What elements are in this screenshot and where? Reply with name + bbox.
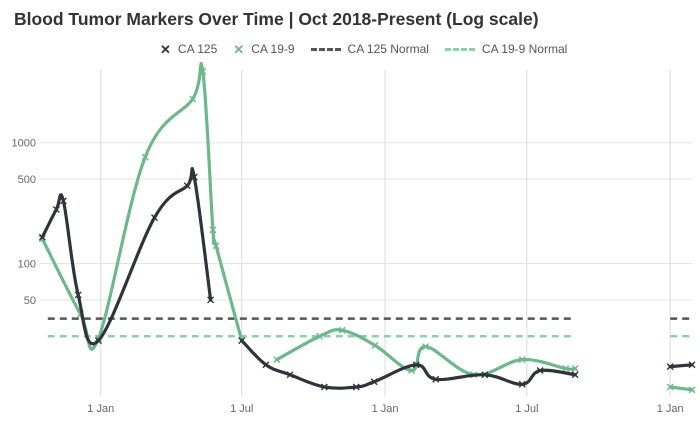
x-axis-ticks: 1 Jan 1 Jul 1 Jan 1 Jul 1 Jan: [87, 403, 683, 415]
x-tick-label: 1 Jan: [372, 403, 399, 415]
ca-125-point: [151, 214, 159, 222]
x-tick-label: 1 Jan: [657, 403, 684, 415]
ca-19-9-line: [275, 328, 577, 377]
x-tick-label: 1 Jul: [515, 403, 538, 415]
chart-legend: ✕ CA 125 ✕ CA 19-9 CA 125 Normal CA 19-9…: [160, 42, 583, 56]
y-axis-ticks: 1000 500 100 50: [12, 138, 36, 307]
ca-125-point: [412, 361, 420, 369]
ca-125-point: [207, 296, 215, 304]
y-tick-label: 100: [18, 259, 36, 271]
ca-19-9-point: [189, 95, 197, 103]
legend-label-ca199: CA 19-9: [251, 42, 295, 56]
legend-label-ca199-normal: CA 19-9 Normal: [481, 42, 568, 56]
ca-19-9-point: [562, 365, 570, 373]
legend-item-ca125[interactable]: ✕ CA 125: [160, 42, 217, 56]
ca-19-9-point: [371, 341, 379, 349]
legend-dash-ca199-normal: [444, 47, 475, 51]
ca-125-point: [94, 337, 102, 345]
y-tick-label: 50: [24, 295, 36, 307]
ca-19-9-point: [666, 383, 674, 391]
ca-125-point: [190, 173, 198, 181]
y-tick-label: 1000: [12, 138, 36, 150]
ca-19-9-point: [408, 367, 416, 375]
legend-label-ca125-normal: CA 125 Normal: [347, 42, 429, 56]
ca-19-9-point: [141, 153, 149, 161]
legend-dash-ca125-normal: [310, 47, 341, 51]
ca-19-9-line: [40, 61, 244, 351]
ca-125-line: [240, 339, 577, 390]
ca-125-point: [59, 197, 67, 205]
legend-label-ca125: CA 125: [177, 42, 218, 56]
ca-19-9-point: [571, 365, 579, 373]
ca-19-9-point: [38, 235, 46, 243]
ca-19-9-point: [338, 326, 346, 334]
ca-125-point: [262, 361, 270, 369]
ca-125-point: [52, 206, 60, 213]
ca-19-9-point: [316, 332, 324, 340]
ca-125-point: [38, 233, 46, 241]
legend-marker-ca199: ✕: [233, 41, 245, 57]
ca-125-line: [668, 363, 694, 369]
ca-125-point: [481, 371, 489, 379]
ca-19-9-point: [199, 67, 207, 75]
legend-item-ca125-normal[interactable]: CA 125 Normal: [310, 42, 429, 56]
series-ca-125: [38, 167, 696, 391]
series-layer: [38, 61, 696, 394]
ca-125-point: [183, 182, 191, 190]
ca-125-point: [74, 291, 82, 299]
ca-125-point: [432, 375, 440, 383]
chart-title: Blood Tumor Markers Over Time | Oct 2018…: [14, 9, 539, 29]
ca-19-9-point: [209, 226, 217, 234]
ca-19-9-point: [273, 356, 281, 364]
ca-125-point: [518, 380, 526, 388]
ca-19-9-line: [668, 385, 694, 392]
ca-125-point: [536, 367, 544, 375]
legend-item-ca199-normal[interactable]: CA 19-9 Normal: [444, 42, 568, 56]
ca-125-point: [286, 371, 294, 379]
ca-125-point: [688, 361, 696, 369]
ca-19-9-point: [688, 386, 696, 394]
ca-125-point: [666, 363, 674, 371]
ca-125-point: [320, 383, 328, 391]
x-tick-label: 1 Jan: [87, 403, 114, 415]
x-tick-label: 1 Jul: [230, 403, 253, 415]
legend-marker-ca125: ✕: [160, 41, 171, 57]
ca-19-9-point: [212, 242, 220, 250]
y-tick-label: 500: [18, 174, 36, 186]
gridlines: [40, 70, 692, 396]
ca-125-point: [571, 371, 579, 379]
series-ca-19-9: [38, 61, 696, 394]
ca-19-9-point: [518, 356, 526, 364]
ca-125-point: [238, 337, 246, 345]
ca-19-9-point: [422, 343, 430, 351]
legend-item-ca199[interactable]: ✕ CA 19-9: [233, 42, 294, 56]
ca-125-point: [352, 383, 360, 391]
ca-125-point: [370, 378, 378, 386]
